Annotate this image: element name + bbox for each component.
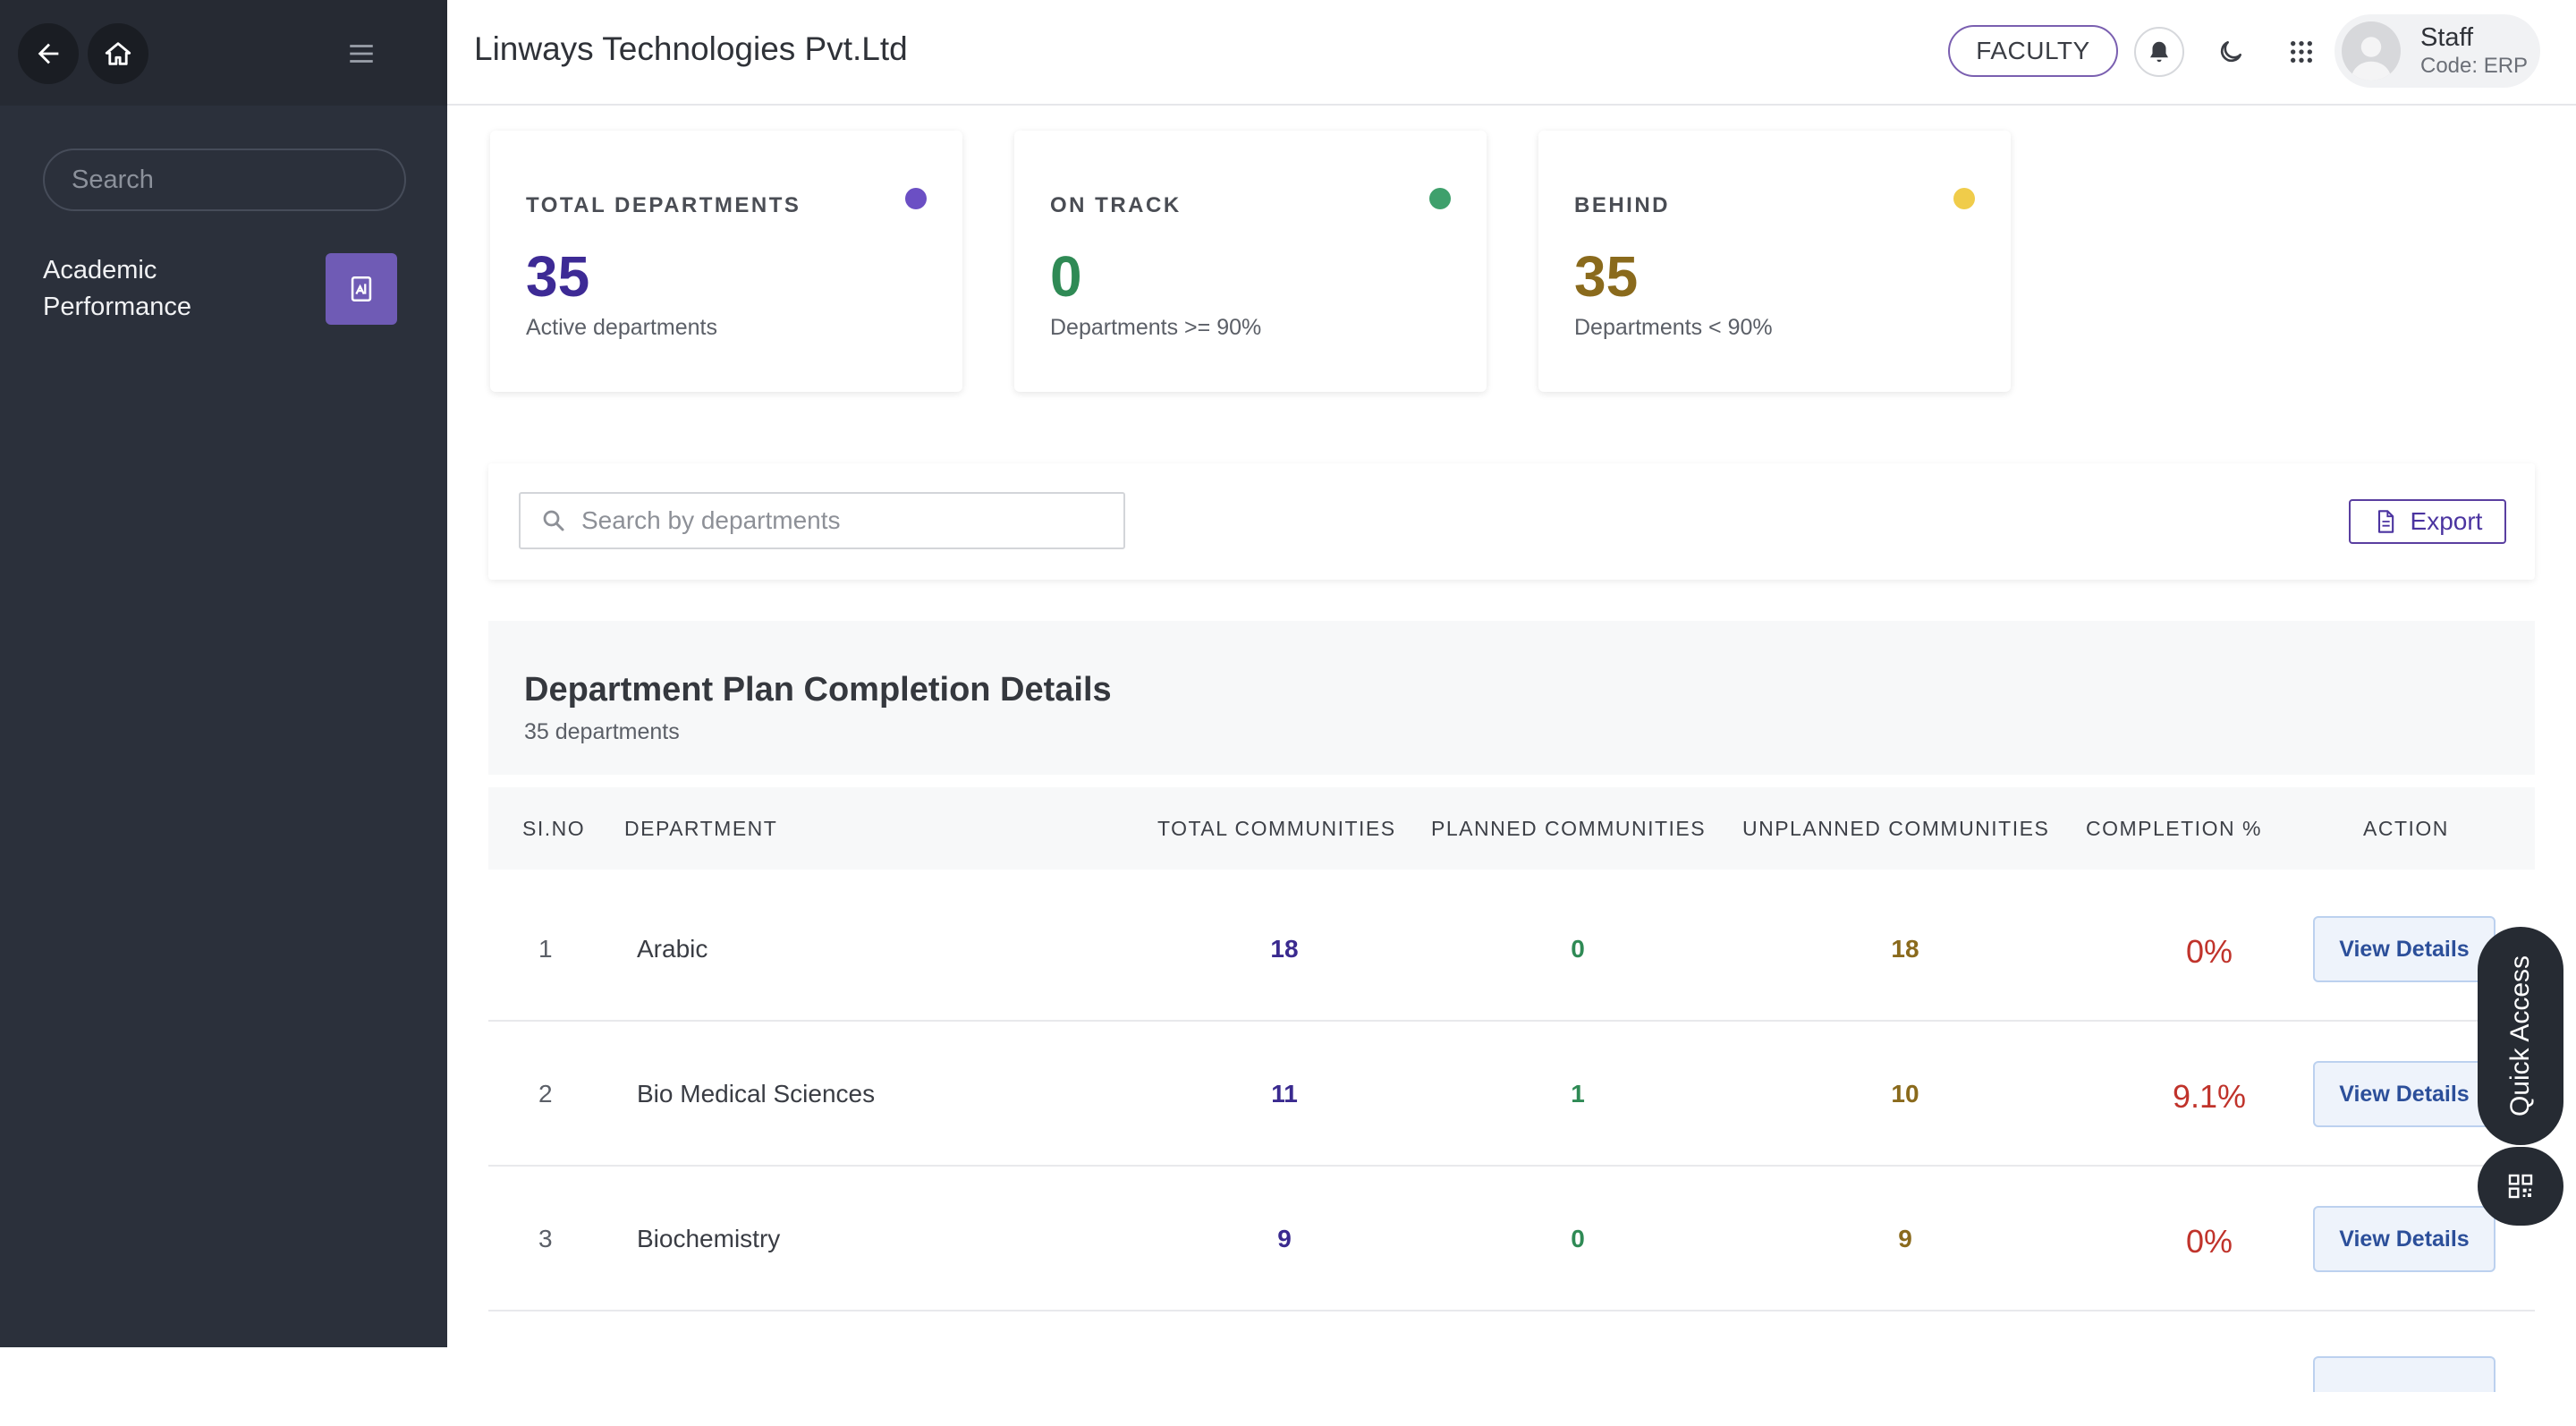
cell-sino: 1 — [538, 935, 553, 963]
status-dot — [1953, 188, 1975, 209]
export-button[interactable]: Export — [2349, 499, 2506, 544]
cell-planned: 0 — [1571, 1225, 1585, 1252]
stat-card-behind: BEHIND 35 Departments < 90% — [1538, 131, 2011, 392]
report-icon — [326, 253, 397, 325]
view-details-button[interactable]: View Details — [2313, 1061, 2496, 1127]
table-row: 1 Arabic 18 0 18 0% View Details — [488, 877, 2535, 1022]
quick-access-button[interactable]: Quick Access — [2478, 927, 2563, 1145]
menu-toggle-button[interactable] — [340, 36, 383, 72]
apps-launcher-button[interactable] — [2276, 27, 2326, 77]
table-row: 2 Bio Medical Sciences 11 1 10 9.1% View… — [488, 1022, 2535, 1167]
cell-department: Bio Medical Sciences — [637, 1080, 876, 1108]
col-header-total-communities: TOTAL COMMUNITIES — [1157, 816, 1396, 840]
stat-card-on-track: ON TRACK 0 Departments >= 90% — [1014, 131, 1487, 392]
cell-sino: 2 — [538, 1080, 553, 1108]
col-header-planned-communities: PLANNED COMMUNITIES — [1431, 816, 1707, 840]
table-title: Department Plan Completion Details — [524, 671, 1112, 709]
hamburger-icon — [350, 45, 373, 63]
stat-subtitle: Active departments — [526, 315, 717, 340]
stat-label: TOTAL DEPARTMENTS — [526, 193, 801, 217]
quick-access-label: Quick Access — [2505, 955, 2535, 1117]
filter-panel: Export — [488, 463, 2535, 580]
cell-unplanned: 9 — [1898, 1225, 1912, 1252]
col-header-completion: COMPLETION % — [2086, 816, 2262, 840]
dark-mode-toggle[interactable] — [2206, 27, 2256, 77]
cell-total: 18 — [1270, 935, 1299, 963]
export-label: Export — [2410, 507, 2483, 535]
cell-department: Arabic — [637, 935, 708, 963]
table-column-headers: SI.NO DEPARTMENT TOTAL COMMUNITIES PLANN… — [488, 787, 2535, 870]
department-search[interactable] — [519, 492, 1125, 549]
arrow-left-icon — [38, 43, 59, 64]
view-details-button-partial[interactable] — [2313, 1356, 2496, 1392]
moon-icon — [2220, 41, 2241, 63]
cell-unplanned: 10 — [1891, 1080, 1919, 1108]
view-details-button[interactable]: View Details — [2313, 916, 2496, 982]
home-icon — [105, 42, 131, 65]
col-header-sino: SI.NO — [522, 816, 586, 840]
department-search-input[interactable] — [581, 506, 1104, 535]
search-icon — [543, 510, 564, 531]
apps-grid-icon — [2291, 41, 2312, 63]
department-table-panel: Department Plan Completion Details 35 de… — [488, 621, 2535, 1426]
stat-value: 35 — [526, 244, 590, 309]
table-subtitle: 35 departments — [524, 719, 680, 744]
col-header-department: DEPARTMENT — [624, 816, 778, 840]
status-dot — [1429, 188, 1451, 209]
qr-code-icon — [2508, 1174, 2533, 1199]
cell-planned: 0 — [1571, 935, 1585, 963]
sidebar-search[interactable] — [43, 149, 409, 211]
stat-label: ON TRACK — [1050, 193, 1182, 217]
avatar — [2342, 21, 2401, 81]
sidebar: Academic Performance — [0, 0, 447, 1347]
view-details-button[interactable]: View Details — [2313, 1206, 2496, 1272]
stat-card-total-departments: TOTAL DEPARTMENTS 35 Active departments — [490, 131, 962, 392]
cell-completion: 0% — [2185, 933, 2233, 970]
sidebar-top-bar — [0, 0, 447, 106]
cell-total: 9 — [1277, 1225, 1292, 1252]
bell-icon — [2150, 41, 2168, 63]
sidebar-item-label: Academic Performance — [43, 256, 192, 321]
table-row-partial — [488, 1311, 2535, 1426]
cell-total: 11 — [1271, 1080, 1298, 1108]
stat-value: 35 — [1574, 244, 1639, 309]
user-menu[interactable]: Staff Code: ERP — [2334, 14, 2540, 88]
user-name: Staff — [2420, 23, 2474, 52]
user-avatar-icon — [2351, 37, 2392, 81]
notifications-button[interactable] — [2134, 27, 2184, 77]
page-title: Linways Technologies Pvt.Ltd — [474, 30, 908, 67]
role-badge[interactable]: FACULTY — [1948, 25, 2118, 77]
stat-label: BEHIND — [1574, 193, 1671, 217]
sidebar-search-input[interactable] — [72, 165, 409, 195]
cell-planned: 1 — [1571, 1080, 1585, 1108]
back-button[interactable] — [18, 23, 79, 84]
table-row: 3 Biochemistry 9 0 9 0% View Details — [488, 1167, 2535, 1311]
status-dot — [905, 188, 927, 209]
home-button[interactable] — [88, 23, 148, 84]
cell-unplanned: 18 — [1891, 935, 1919, 963]
cell-completion: 9.1% — [2172, 1078, 2247, 1115]
cell-completion: 0% — [2185, 1223, 2233, 1260]
col-header-action: ACTION — [2363, 816, 2449, 840]
table-header-block: Department Plan Completion Details 35 de… — [488, 621, 2535, 775]
stat-subtitle: Departments < 90% — [1574, 315, 1773, 340]
sidebar-item-academic-performance[interactable]: Academic Performance — [43, 252, 397, 326]
qr-code-button[interactable] — [2478, 1147, 2563, 1226]
stat-value: 0 — [1050, 244, 1082, 309]
main-content: TOTAL DEPARTMENTS 35 Active departments … — [447, 106, 2576, 1426]
cell-sino: 3 — [538, 1225, 553, 1252]
document-icon — [2377, 510, 2394, 533]
stat-subtitle: Departments >= 90% — [1050, 315, 1262, 340]
col-header-unplanned-communities: UNPLANNED COMMUNITIES — [1742, 816, 2050, 840]
cell-department: Biochemistry — [637, 1225, 781, 1252]
top-header: Linways Technologies Pvt.Ltd FACULTY Sta… — [447, 0, 2576, 106]
user-code: Code: ERP — [2420, 54, 2529, 78]
